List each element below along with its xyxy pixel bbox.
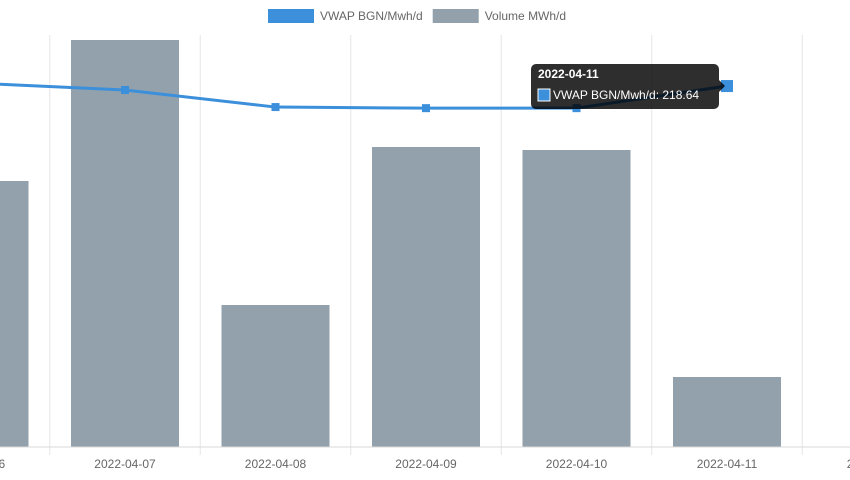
x-tick-label: 2022-04-11 (697, 457, 758, 471)
bar (71, 40, 179, 447)
line-point (121, 86, 129, 95)
bar (522, 150, 631, 447)
tooltip: 2022-04-11 VWAP BGN/Mwh/d: 218.64 (531, 64, 725, 109)
bar (0, 181, 29, 447)
bars (0, 40, 781, 447)
line-point (422, 104, 430, 113)
legend-label: VWAP BGN/Mwh/d (320, 9, 423, 23)
x-tick-label: 2022-04-07 (94, 457, 156, 471)
bar (673, 377, 781, 447)
legend-swatch (432, 9, 479, 23)
x-tick-label: 2022-04-06 (0, 457, 6, 471)
legend-label: Volume MWh/d (485, 9, 566, 23)
x-tick-label: 2022-04-08 (245, 457, 307, 471)
tooltip-box (531, 64, 719, 109)
line-point (721, 80, 733, 93)
line-point (271, 103, 280, 112)
x-axis: 2022-04-06 2022-04-07 2022-04-08 2022-04-09… (0, 446, 850, 471)
legend-swatch (268, 9, 314, 23)
tooltip-caret (719, 80, 725, 92)
x-tick-label: 2022-04-12 (847, 457, 850, 471)
x-tick-label: 2022-04-09 (395, 457, 457, 471)
legend: VWAP BGN/Mwh/d Volume MWh/d (268, 9, 566, 23)
x-tick-label: 2022-04-10 (546, 457, 608, 471)
tooltip-swatch (537, 88, 551, 102)
tooltip-title: 2022-04-11 (538, 67, 599, 81)
bar (372, 147, 480, 447)
tooltip-text: VWAP BGN/Mwh/d: 218.64 (553, 88, 699, 102)
bar (221, 305, 330, 447)
